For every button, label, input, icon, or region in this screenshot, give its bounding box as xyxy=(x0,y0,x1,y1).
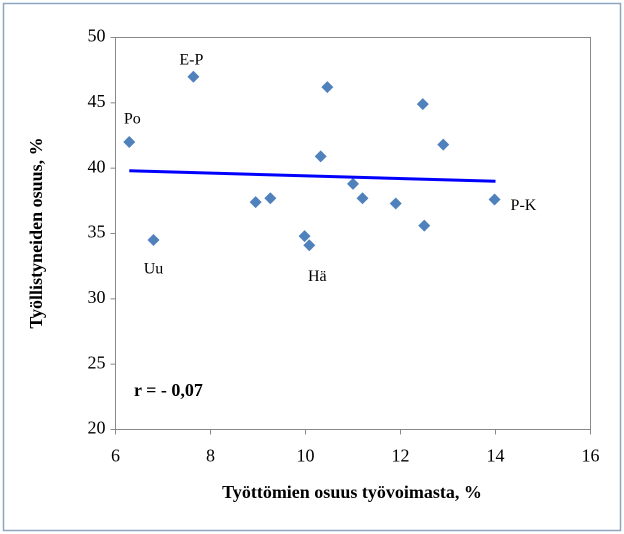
point-label: Po xyxy=(124,111,141,128)
point xyxy=(321,81,334,94)
point-label: E-P xyxy=(179,51,203,68)
y-tick-label: 20 xyxy=(88,418,106,438)
point xyxy=(356,192,369,205)
point xyxy=(298,230,311,243)
y-tick-label: 40 xyxy=(88,156,106,176)
point xyxy=(347,177,359,190)
x-tick-label: 8 xyxy=(206,446,215,466)
y-tick-label: 35 xyxy=(88,222,106,242)
point xyxy=(147,234,160,247)
point-label: P-K xyxy=(511,197,537,214)
point xyxy=(416,98,429,111)
point xyxy=(488,193,501,206)
trend-line xyxy=(129,169,496,183)
point xyxy=(437,138,450,151)
point xyxy=(389,197,402,210)
y-tick-label: 50 xyxy=(88,26,106,46)
y-tick-label: 30 xyxy=(88,287,106,307)
plot-area xyxy=(115,37,591,430)
x-tick-label: 14 xyxy=(487,446,505,466)
y-axis-title: Työllistyneiden osuus, % xyxy=(26,137,46,328)
point xyxy=(187,70,200,83)
point-label: Uu xyxy=(144,261,164,278)
point xyxy=(303,239,316,252)
point xyxy=(249,196,262,209)
x-axis-title: Työttömien osuus työvoimasta, % xyxy=(222,482,482,502)
annotation: r = - 0,07 xyxy=(134,380,203,400)
point-label: Hä xyxy=(308,268,327,285)
y-tick-label: 25 xyxy=(88,352,106,372)
point xyxy=(123,136,136,149)
point xyxy=(418,219,431,232)
x-tick-label: 10 xyxy=(297,446,315,466)
x-tick-label: 12 xyxy=(392,446,410,466)
point xyxy=(264,192,277,205)
point xyxy=(314,150,327,163)
x-tick-label: 6 xyxy=(111,446,120,466)
x-tick-label: 16 xyxy=(582,446,600,466)
y-tick-label: 45 xyxy=(88,91,106,111)
